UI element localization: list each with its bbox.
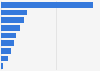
Bar (1, 40, 14, 46)
Bar (1, 63, 3, 69)
Bar (1, 10, 27, 15)
Bar (1, 33, 16, 38)
Bar (1, 25, 20, 31)
Bar (1, 48, 11, 54)
Bar (1, 56, 8, 61)
Bar (1, 2, 94, 8)
Bar (1, 17, 24, 23)
